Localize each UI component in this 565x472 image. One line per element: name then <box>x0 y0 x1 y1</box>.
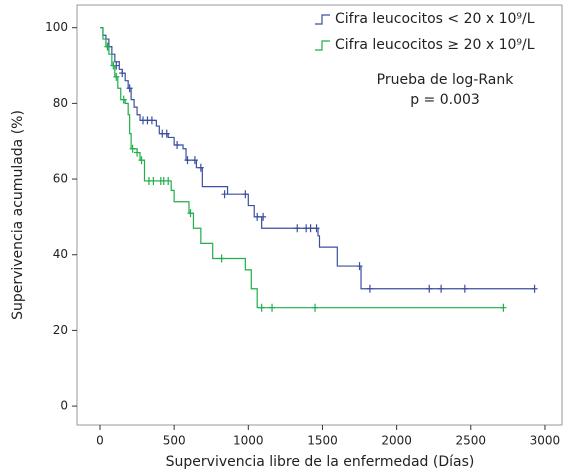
x-tick-label: 1000 <box>233 434 264 448</box>
censor-mark <box>438 284 445 293</box>
censor-mark <box>500 303 507 312</box>
censor-mark <box>426 284 433 293</box>
censor-mark <box>356 262 363 271</box>
censor-mark <box>138 156 145 165</box>
censor-mark <box>110 61 117 70</box>
censor-mark <box>312 303 319 312</box>
x-tick-label: 2000 <box>381 434 412 448</box>
x-tick-label: 1500 <box>307 434 338 448</box>
censor-mark <box>366 284 373 293</box>
censor-mark <box>174 141 181 149</box>
legend-label: Cifra leucocitos ≥ 20 x 10⁹/L <box>335 37 535 53</box>
annotation: Prueba de log-Rank <box>377 72 515 88</box>
censor-mark <box>113 72 120 81</box>
censor-mark <box>148 116 155 125</box>
y-tick-label: 40 <box>53 247 68 261</box>
censor-mark <box>184 156 191 165</box>
censor-mark <box>187 209 194 218</box>
x-tick-label: 500 <box>163 434 186 448</box>
legend-swatch <box>315 14 330 25</box>
x-axis-title: Supervivencia libre de la enfermedad (Dí… <box>166 454 475 470</box>
y-axis-title: Supervivencia acumulada (%) <box>10 110 26 320</box>
x-tick-label: 0 <box>96 434 104 448</box>
y-tick-label: 0 <box>60 399 68 413</box>
x-tick-label: 3000 <box>530 434 561 448</box>
censor-mark <box>150 176 157 185</box>
censor-mark <box>126 84 133 93</box>
censor-mark <box>104 42 111 51</box>
censor-mark <box>307 224 314 233</box>
censor-mark <box>461 284 468 293</box>
censor-mark <box>313 224 320 233</box>
censor-mark <box>258 303 265 312</box>
y-tick-label: 100 <box>45 20 68 34</box>
censor-mark <box>242 190 249 199</box>
censor-mark <box>163 129 170 138</box>
censor-mark <box>294 224 301 233</box>
censor-mark <box>120 95 127 104</box>
annotation: p = 0.003 <box>410 92 480 108</box>
censor-mark <box>221 190 228 199</box>
plot-frame <box>76 4 563 426</box>
censor-mark <box>531 284 538 293</box>
censor-mark <box>191 156 198 165</box>
censor-mark <box>165 176 172 185</box>
y-tick-label: 20 <box>53 323 68 337</box>
censor-mark <box>134 148 141 157</box>
survival-curve <box>99 27 535 290</box>
censor-mark <box>269 303 276 312</box>
y-tick-label: 60 <box>53 172 68 186</box>
censor-mark <box>218 254 225 263</box>
censor-mark <box>197 163 204 172</box>
censor-mark <box>254 212 261 221</box>
y-tick-label: 80 <box>53 96 68 110</box>
legend-swatch <box>315 40 330 51</box>
censor-mark <box>129 144 136 153</box>
legend-label: Cifra leucocitos < 20 x 10⁹/L <box>335 11 535 27</box>
censor-mark <box>119 69 126 78</box>
censor-mark <box>260 212 267 221</box>
x-tick-label: 2500 <box>456 434 487 448</box>
survival-curve <box>99 27 504 309</box>
